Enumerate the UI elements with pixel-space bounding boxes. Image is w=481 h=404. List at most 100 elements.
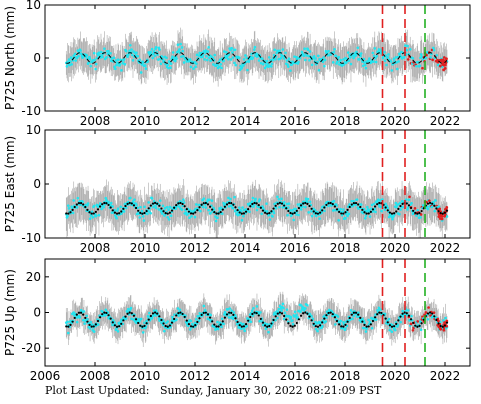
data-point — [430, 52, 433, 56]
data-point — [124, 206, 128, 210]
recent-point — [432, 311, 436, 314]
xtick-label: 2010 — [130, 241, 161, 255]
model-dot — [126, 202, 129, 205]
model-dot — [230, 202, 233, 205]
data-point — [242, 322, 245, 326]
data-point — [98, 53, 101, 57]
xtick-label: 2016 — [280, 369, 311, 383]
data-point — [323, 58, 327, 62]
model-dot — [363, 211, 366, 214]
data-point — [368, 215, 372, 218]
data-point — [233, 195, 236, 199]
model-dot — [69, 323, 72, 326]
data-point — [242, 64, 245, 67]
ytick-label: -10 — [21, 104, 41, 118]
data-point — [273, 48, 276, 52]
model-dot — [261, 321, 265, 324]
data-point — [399, 320, 402, 324]
model-dot — [386, 209, 389, 212]
data-point — [94, 214, 98, 217]
data-point — [151, 314, 155, 318]
data-point — [298, 56, 302, 60]
data-point — [97, 51, 101, 55]
data-point — [229, 58, 233, 61]
data-point — [304, 307, 307, 310]
data-point — [220, 317, 224, 321]
model-dot — [204, 201, 207, 205]
data-point — [143, 64, 147, 67]
data-point — [299, 208, 303, 211]
data-point — [384, 202, 387, 206]
data-point — [180, 55, 183, 58]
data-point — [304, 58, 307, 62]
data-point — [333, 323, 337, 326]
model-dot — [217, 212, 220, 215]
data-point — [363, 61, 366, 64]
data-point — [302, 54, 306, 58]
data-point — [73, 52, 77, 56]
data-point — [206, 317, 210, 321]
data-point — [379, 205, 383, 209]
model-dot — [276, 312, 279, 315]
xtick-label: 2022 — [430, 369, 461, 383]
scatter-points — [64, 302, 449, 335]
data-point — [218, 208, 222, 212]
model-dot — [350, 313, 353, 316]
data-point — [276, 310, 280, 314]
y-axis-label: P725 Up (mm) — [3, 269, 17, 356]
model-dot — [297, 206, 301, 210]
model-dot — [65, 212, 68, 215]
data-point — [348, 55, 352, 59]
data-point — [286, 213, 289, 217]
data-point — [128, 196, 132, 200]
model-dot — [249, 315, 252, 319]
model-dot — [134, 206, 138, 210]
model-dot — [198, 206, 201, 209]
data-point — [250, 309, 254, 312]
data-point — [207, 198, 211, 202]
data-point — [204, 206, 208, 209]
model-dot — [278, 311, 281, 314]
model-dot — [397, 207, 400, 210]
model-dot — [433, 204, 436, 207]
model-dot — [82, 313, 85, 316]
model-dot — [162, 210, 165, 213]
model-dot — [84, 316, 87, 320]
recent-point — [442, 68, 446, 72]
data-point — [145, 319, 148, 323]
data-point — [243, 329, 247, 333]
data-point — [193, 321, 197, 325]
model-dot — [344, 323, 347, 326]
model-dot — [115, 212, 119, 215]
recent-point — [411, 328, 415, 332]
data-point — [158, 48, 161, 51]
data-point — [229, 197, 232, 201]
xtick-label: 2022 — [430, 114, 461, 128]
model-dot — [348, 205, 351, 209]
data-point — [255, 208, 259, 212]
model-dot — [240, 325, 243, 328]
model-dot — [295, 321, 298, 325]
data-point — [347, 59, 351, 62]
model-dot — [270, 322, 273, 325]
data-point — [314, 214, 318, 218]
data-point — [245, 324, 249, 328]
data-point — [111, 318, 115, 322]
data-point — [379, 308, 383, 311]
data-layer — [64, 291, 449, 347]
model-dot — [350, 203, 353, 206]
data-point — [226, 308, 229, 311]
model-dot — [122, 207, 125, 210]
data-point — [337, 55, 341, 59]
data-point — [405, 48, 409, 52]
data-point — [202, 197, 206, 200]
data-point — [165, 206, 169, 209]
data-point — [251, 56, 255, 59]
data-point — [395, 205, 398, 209]
data-point — [142, 219, 146, 222]
model-dot — [380, 311, 383, 315]
data-point — [122, 210, 126, 213]
model-dot — [331, 203, 334, 206]
model-dot — [96, 319, 100, 323]
data-point — [213, 53, 217, 57]
